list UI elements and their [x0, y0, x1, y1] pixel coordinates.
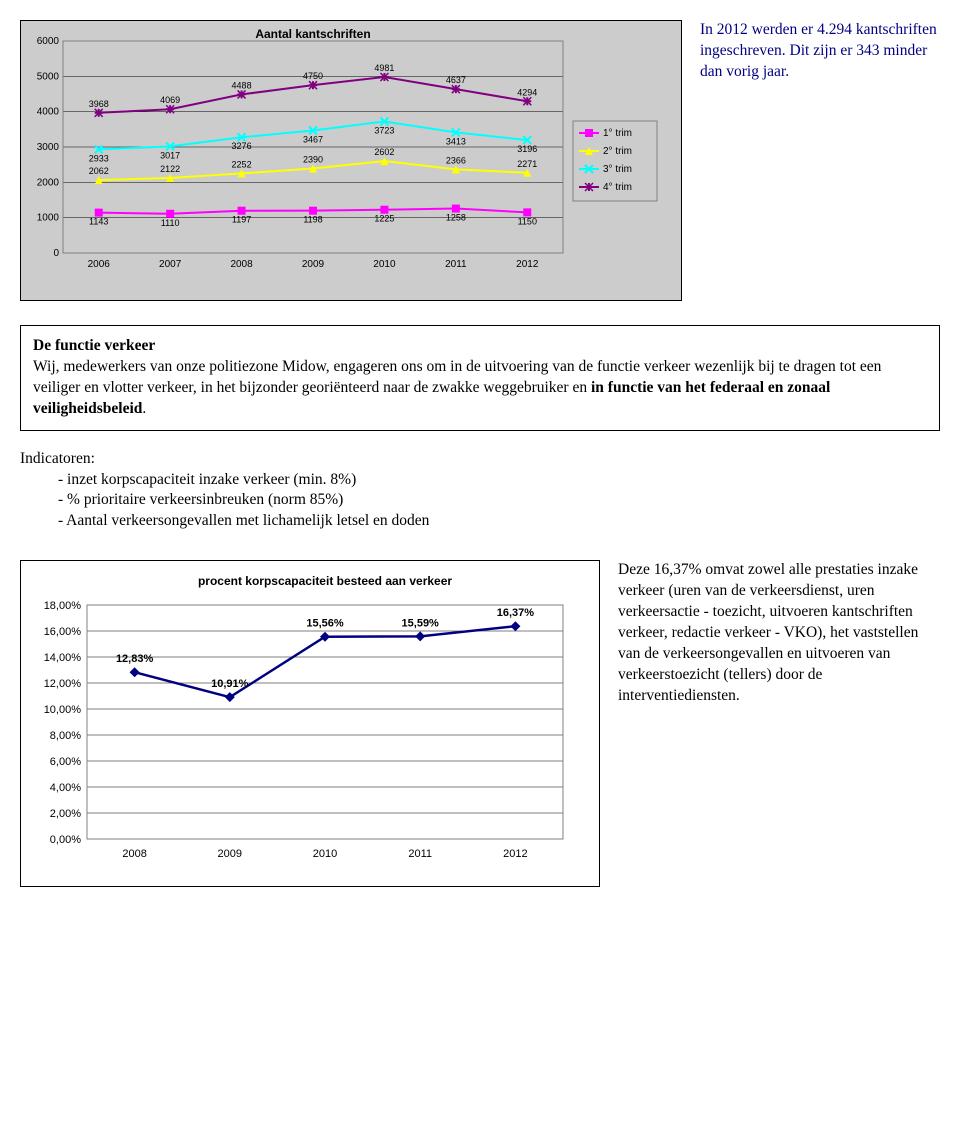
svg-text:3467: 3467 — [303, 134, 323, 144]
svg-text:10,00%: 10,00% — [44, 704, 82, 716]
svg-text:2602: 2602 — [374, 147, 394, 157]
svg-text:2011: 2011 — [408, 848, 432, 860]
svg-text:2° trim: 2° trim — [603, 146, 632, 157]
svg-text:15,59%: 15,59% — [402, 618, 440, 630]
svg-text:4069: 4069 — [160, 95, 180, 105]
svg-text:4637: 4637 — [446, 75, 466, 85]
functie-verkeer-box: De functie verkeer Wij, medewerkers van … — [20, 325, 940, 431]
indicator-item: - Aantal verkeersongevallen met lichamel… — [58, 511, 940, 532]
svg-text:16,00%: 16,00% — [44, 626, 82, 638]
svg-text:2012: 2012 — [516, 259, 539, 270]
svg-text:15,56%: 15,56% — [306, 618, 344, 630]
indicator-list: - inzet korpscapaciteit inzake verkeer (… — [20, 470, 940, 533]
svg-text:1225: 1225 — [374, 214, 394, 224]
svg-text:3196: 3196 — [517, 144, 537, 154]
svg-text:3413: 3413 — [446, 136, 466, 146]
svg-text:5000: 5000 — [37, 71, 60, 82]
svg-text:1110: 1110 — [161, 218, 180, 228]
svg-text:2390: 2390 — [303, 155, 323, 165]
svg-text:4750: 4750 — [303, 71, 323, 81]
svg-text:4000: 4000 — [37, 107, 60, 118]
svg-text:6,00%: 6,00% — [50, 756, 81, 768]
svg-text:3276: 3276 — [232, 141, 252, 151]
svg-text:2010: 2010 — [373, 259, 396, 270]
svg-text:2006: 2006 — [88, 259, 111, 270]
chart2-container: 0,00% 2,00% 4,00% 6,00% 8,00% 10,00% 12,00% 14,… — [20, 560, 600, 887]
svg-text:1150: 1150 — [518, 216, 537, 226]
svg-text:2010: 2010 — [313, 848, 337, 860]
row-chart1: 0 1000 2000 3000 4000 5000 6000 2006 2007 2008 200… — [20, 20, 940, 301]
svg-text:16,37%: 16,37% — [497, 607, 535, 619]
indicator-item: - inzet korpscapaciteit inzake verkeer (… — [58, 470, 940, 491]
svg-text:2366: 2366 — [446, 155, 466, 165]
svg-text:1258: 1258 — [446, 213, 466, 223]
svg-text:1143: 1143 — [89, 217, 108, 227]
svg-text:2933: 2933 — [89, 153, 109, 163]
row-chart2: 0,00% 2,00% 4,00% 6,00% 8,00% 10,00% 12,00% 14,… — [20, 560, 940, 887]
svg-text:6000: 6000 — [37, 36, 60, 47]
svg-text:1197: 1197 — [232, 215, 251, 225]
svg-text:4981: 4981 — [374, 63, 394, 73]
svg-text:3000: 3000 — [37, 142, 60, 153]
functie-heading: De functie verkeer — [33, 337, 155, 354]
svg-text:4294: 4294 — [517, 87, 537, 97]
svg-text:8,00%: 8,00% — [50, 730, 81, 742]
svg-text:4,00%: 4,00% — [50, 782, 81, 794]
indicatoren-label: Indicatoren: — [20, 450, 95, 467]
svg-text:2,00%: 2,00% — [50, 808, 81, 820]
functie-body: Wij, medewerkers van onze politiezone Mi… — [33, 358, 881, 417]
indicatoren-block: Indicatoren: - inzet korpscapaciteit inz… — [20, 449, 940, 533]
svg-text:3017: 3017 — [160, 150, 180, 160]
svg-text:2009: 2009 — [218, 848, 242, 860]
svg-text:10,91%: 10,91% — [211, 678, 249, 690]
indicator-item: - % prioritaire verkeersinbreuken (norm … — [58, 490, 940, 511]
chart1-svg: 0 1000 2000 3000 4000 5000 6000 2006 2007 2008 200… — [27, 27, 667, 287]
svg-text:2012: 2012 — [503, 848, 527, 860]
svg-text:2009: 2009 — [302, 259, 325, 270]
svg-text:1° trim: 1° trim — [603, 128, 632, 139]
svg-text:0,00%: 0,00% — [50, 834, 81, 846]
svg-text:12,83%: 12,83% — [116, 654, 154, 666]
svg-text:4° trim: 4° trim — [603, 182, 632, 193]
svg-text:1198: 1198 — [303, 215, 322, 225]
svg-text:2008: 2008 — [230, 259, 253, 270]
svg-text:procent korpscapaciteit bestee: procent korpscapaciteit besteed aan verk… — [198, 574, 452, 588]
side-text-2: Deze 16,37% omvat zowel alle prestaties … — [618, 560, 940, 887]
svg-text:2008: 2008 — [122, 848, 146, 860]
svg-text:2062: 2062 — [89, 166, 109, 176]
side-text-1: In 2012 werden er 4.294 kantschriften in… — [700, 20, 940, 301]
svg-text:2252: 2252 — [232, 159, 252, 169]
svg-text:3968: 3968 — [89, 99, 109, 109]
svg-text:14,00%: 14,00% — [44, 652, 82, 664]
svg-text:12,00%: 12,00% — [44, 678, 82, 690]
svg-text:0: 0 — [53, 248, 59, 259]
chart1-container: 0 1000 2000 3000 4000 5000 6000 2006 2007 2008 200… — [20, 20, 682, 301]
svg-text:4488: 4488 — [232, 80, 252, 90]
svg-text:3° trim: 3° trim — [603, 164, 632, 175]
svg-text:3723: 3723 — [374, 125, 394, 135]
svg-text:Aantal kantschriften: Aantal kantschriften — [255, 27, 370, 41]
svg-text:2122: 2122 — [160, 164, 180, 174]
svg-text:2271: 2271 — [517, 159, 537, 169]
svg-text:2011: 2011 — [445, 259, 467, 270]
svg-text:2000: 2000 — [37, 177, 60, 188]
svg-text:18,00%: 18,00% — [44, 600, 82, 612]
chart2-svg: 0,00% 2,00% 4,00% 6,00% 8,00% 10,00% 12,00% 14,… — [25, 565, 585, 875]
svg-text:1000: 1000 — [37, 213, 60, 224]
svg-text:2007: 2007 — [159, 259, 182, 270]
